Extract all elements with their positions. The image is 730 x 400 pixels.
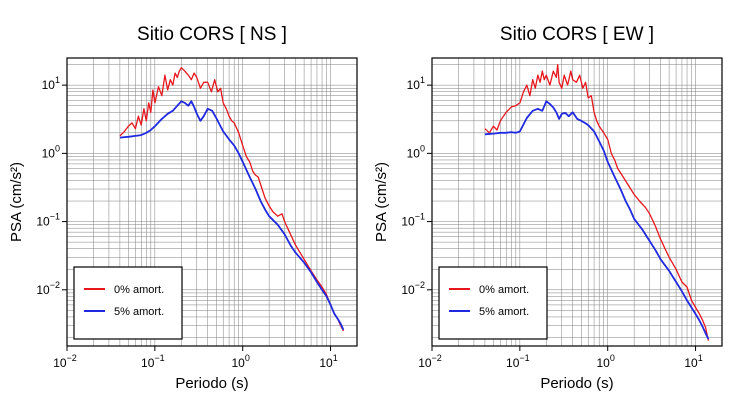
y-tick-base: 10 — [42, 78, 56, 92]
legend: 0% amort. 5% amort. — [73, 266, 183, 340]
series-line-amort-5 — [484, 100, 710, 340]
y-tick-exponent: 1 — [420, 75, 425, 85]
legend-label: 0% amort. — [114, 284, 164, 296]
y-tick-base: 10 — [407, 78, 421, 92]
x-tick-exponent: −1 — [519, 353, 529, 363]
legend-box — [73, 266, 183, 340]
legend-box — [438, 266, 548, 340]
y-tick-exponent: −1 — [415, 212, 425, 222]
x-tick-exponent: 1 — [333, 353, 338, 363]
y-tick-label: 10−2 — [36, 280, 60, 297]
chart-title: Sitio CORS [ EW ] — [500, 24, 654, 45]
x-tick-label: 10−2 — [418, 353, 442, 370]
y-tick-label: 101 — [42, 75, 60, 92]
x-tick-base: 10 — [141, 356, 155, 370]
y-tick-exponent: 0 — [420, 143, 425, 153]
x-tick-exponent: −1 — [154, 353, 164, 363]
y-tick-label: 10−1 — [401, 212, 425, 229]
y-tick-base: 10 — [42, 146, 56, 160]
x-tick-label: 10−1 — [141, 353, 165, 370]
legend: 0% amort. 5% amort. — [438, 266, 548, 340]
y-tick-base: 10 — [401, 215, 415, 229]
series-line-amort-0 — [484, 63, 710, 341]
x-tick-exponent: −2 — [432, 353, 442, 363]
x-tick-exponent: −2 — [67, 353, 77, 363]
legend-label: 0% amort. — [479, 284, 529, 296]
y-tick-label: 100 — [42, 143, 60, 160]
x-axis-label: Periodo (s) — [175, 375, 248, 392]
x-tick-base: 10 — [232, 356, 246, 370]
x-tick-label: 10−1 — [506, 353, 530, 370]
series-line-amort-0 — [119, 67, 344, 332]
chart-panel-ew: Sitio CORS [ EW ]10−2 10−1 100 10110−210−11… — [373, 24, 723, 392]
x-tick-exponent: 0 — [245, 353, 250, 363]
y-tick-exponent: −1 — [50, 212, 60, 222]
x-tick-label: 101 — [319, 353, 337, 370]
x-tick-label: 101 — [684, 353, 702, 370]
y-tick-exponent: 0 — [55, 143, 60, 153]
series-line-amort-5 — [119, 100, 345, 331]
x-tick-exponent: 0 — [610, 353, 615, 363]
y-axis-label: PSA (cm/s²) — [373, 162, 390, 242]
x-tick-exponent: 1 — [698, 353, 703, 363]
x-tick-base: 10 — [684, 356, 698, 370]
plot-frame — [66, 57, 358, 347]
x-axis-label: Periodo (s) — [540, 375, 613, 392]
plot-frame — [431, 57, 723, 347]
y-tick-label: 100 — [407, 143, 425, 160]
x-tick-base: 10 — [418, 356, 432, 370]
y-tick-base: 10 — [36, 283, 50, 297]
y-tick-base: 10 — [401, 283, 415, 297]
grid — [431, 58, 723, 346]
y-tick-base: 10 — [36, 215, 50, 229]
x-tick-base: 10 — [597, 356, 611, 370]
chart-title: Sitio CORS [ NS ] — [137, 24, 287, 45]
y-tick-label: 10−1 — [36, 212, 60, 229]
y-tick-base: 10 — [407, 146, 421, 160]
y-tick-exponent: −2 — [415, 280, 425, 290]
legend-label: 5% amort. — [114, 306, 164, 318]
y-tick-label: 101 — [407, 75, 425, 92]
y-tick-label: 10−2 — [401, 280, 425, 297]
y-tick-exponent: 1 — [55, 75, 60, 85]
x-tick-base: 10 — [506, 356, 520, 370]
legend-label: 5% amort. — [479, 306, 529, 318]
x-tick-label: 100 — [597, 353, 615, 370]
chart-panel-ns: Sitio CORS [ NS ]10−2 10−1 100 10110−210−11… — [8, 24, 358, 392]
y-tick-exponent: −2 — [50, 280, 60, 290]
y-axis-label: PSA (cm/s²) — [8, 162, 25, 242]
x-tick-base: 10 — [53, 356, 67, 370]
x-tick-label: 10−2 — [53, 353, 77, 370]
x-tick-label: 100 — [232, 353, 250, 370]
x-tick-base: 10 — [319, 356, 333, 370]
